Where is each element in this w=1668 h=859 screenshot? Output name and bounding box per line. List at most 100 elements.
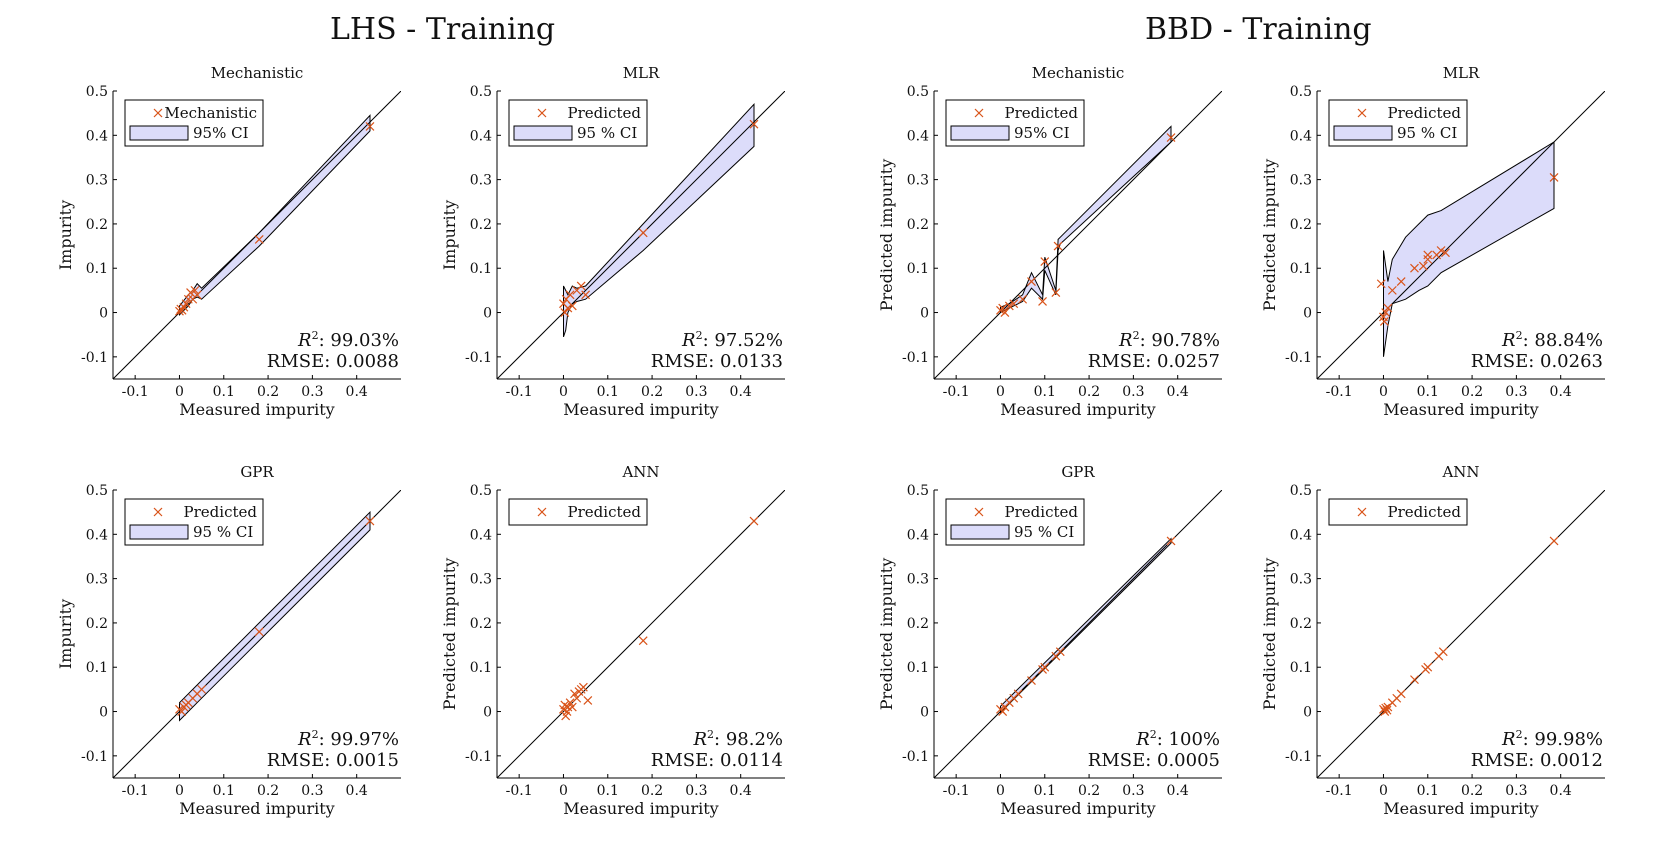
legend: Predicted 95% CI [945,99,1085,147]
y-axis-label: Predicted impurity [1260,159,1279,312]
y-axis-label: Predicted impurity [1260,558,1279,711]
x-tick-label: 0.1 [1417,384,1439,400]
x-axis-label: Measured impurity [1000,400,1155,419]
data-point [563,702,573,712]
data-point [1380,707,1390,716]
x-tick-label: -0.1 [506,783,533,799]
data-point [567,702,577,712]
data-point [1418,261,1428,271]
y-tick-label: 0.1 [1290,261,1312,277]
y-tick-label: -0.1 [81,350,108,366]
legend-label: 95 % CI [193,523,253,541]
bbd-training-title: BBD - Training [1145,12,1372,47]
legend-ci-swatch [950,524,1010,540]
data-point [565,290,575,300]
y-tick-label: 0 [920,306,929,322]
data-point [583,696,593,705]
data-point [1376,279,1386,289]
data-point [998,303,1008,313]
y-axis-label: Impurity [440,200,459,270]
y-tick-label: 0.3 [470,173,492,189]
x-tick-label: 0 [1379,384,1388,400]
data-point [560,308,570,317]
data-point [1549,536,1559,546]
data-point [181,299,191,309]
legend-label: 95 % CI [577,124,637,142]
data-point [1423,254,1433,264]
rmse-value: RMSE: 0.0012 [1471,750,1603,771]
x-tick-label: -0.1 [1326,384,1353,400]
x-tick-label: 0.2 [1461,384,1483,400]
r2-value: R2: 99.98% [1501,728,1603,750]
subplot-8: -0.1 0 0.1 0.2 0.3 0.4 -0.1 0 0.1 0.2 0.3 0.4 0.5 ANN… [1260,463,1605,818]
data-point [1055,647,1065,657]
ci-band [1383,141,1555,357]
identity-line [934,91,1222,379]
y-tick-label: 0 [1303,306,1312,322]
y-tick-label: -0.1 [465,749,492,765]
data-point [1004,301,1014,311]
y-tick-label: 0.2 [86,217,108,233]
r2-value: R2: 100% [1135,728,1220,750]
data-point [1166,133,1176,142]
legend: Predicted 95 % CI [1328,99,1468,147]
y-tick-label: 0.3 [1290,572,1312,588]
subplot-title: ANN [621,463,659,481]
subplot-6: -0.1 0 0.1 0.2 0.3 0.4 -0.1 0 0.1 0.2 0.3 0.4 0.5 ANN… [440,463,785,818]
rmse-value: RMSE: 0.0088 [267,351,399,372]
plot-area [113,91,401,379]
y-tick-label: 0.2 [907,616,929,632]
legend-ci-swatch [1333,125,1393,141]
y-tick-label: -0.1 [465,350,492,366]
x-tick-label: 0.3 [301,384,323,400]
x-tick-label: 0.3 [1122,783,1144,799]
data-point [1038,297,1047,306]
plot-area [113,490,401,778]
x-tick-label: 0.3 [685,783,707,799]
r2-value: R2: 97.52% [681,329,783,351]
y-tick-label: 0 [1303,705,1312,721]
y-tick-label: 0.1 [907,261,929,277]
data-point [1166,536,1176,546]
legend-label: Predicted [184,503,258,521]
subplot-1: -0.1 0 0.1 0.2 0.3 0.4 -0.1 0 0.1 0.2 0.3 0.4 0.5 Mec… [56,64,401,419]
data-point [1410,263,1419,273]
x-tick-label: -0.1 [943,783,970,799]
data-point [1000,308,1010,317]
subplot-title: MLR [1443,64,1480,82]
legend-label: 95 % CI [1014,523,1074,541]
y-tick-label: 0.1 [86,261,108,277]
data-point [572,693,582,703]
r2-value: R2: 99.03% [297,329,399,351]
x-tick-label: 0 [175,384,184,400]
y-tick-label: 0 [483,306,492,322]
x-axis-label: Measured impurity [563,400,718,419]
y-tick-label: 0.3 [86,572,108,588]
x-tick-label: 0.2 [257,783,279,799]
y-tick-label: 0.3 [86,173,108,189]
data-point [254,627,264,637]
x-tick-label: 0.4 [346,384,368,400]
y-tick-label: 0.2 [470,616,492,632]
x-tick-label: 0.3 [1122,384,1144,400]
legend-label: Predicted [1388,104,1462,122]
x-tick-label: 0 [996,783,1005,799]
y-tick-label: 0 [99,306,108,322]
y-tick-label: 0.1 [470,660,492,676]
data-point [254,235,264,244]
y-axis-label: Impurity [56,599,75,669]
x-tick-label: -0.1 [122,783,149,799]
data-point [1383,303,1393,313]
data-point [1423,662,1433,672]
y-tick-label: 0.4 [1290,527,1312,543]
data-point [1387,285,1397,295]
x-axis-label: Measured impurity [1383,799,1538,818]
data-point [1053,241,1063,251]
legend: Mechanistic 95% CI [124,99,264,147]
rmse-value: RMSE: 0.0257 [1088,351,1220,372]
data-point [1027,676,1036,685]
data-point [365,122,375,131]
data-point [1423,250,1433,260]
y-tick-label: 0.3 [1290,173,1312,189]
identity-line [113,91,401,379]
